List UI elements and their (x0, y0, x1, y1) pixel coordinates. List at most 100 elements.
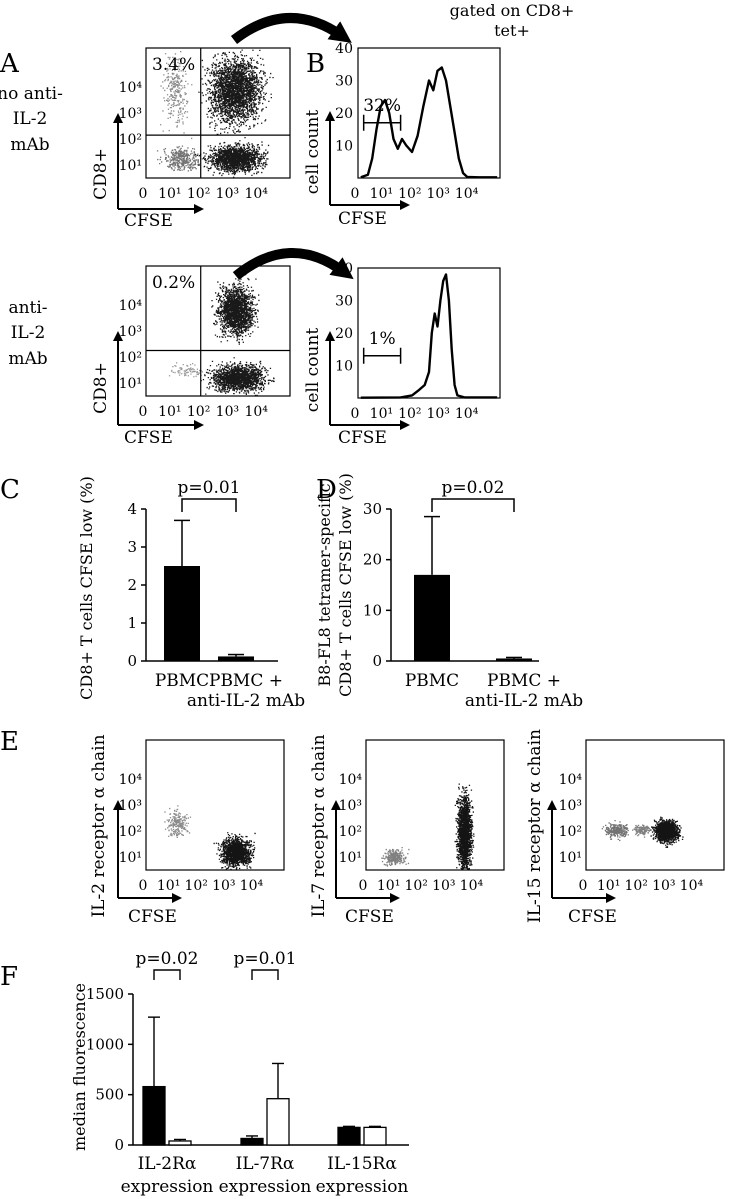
x-tick-label: 10¹ (370, 186, 393, 202)
x-tick-label: 10⁴ (240, 878, 264, 894)
y-tick-label: 1 (127, 614, 137, 632)
x-axis-label: CFSE (345, 907, 394, 927)
plot-frame (357, 47, 501, 179)
histogram-line (360, 273, 498, 399)
x-tick-label: 0 (359, 878, 368, 894)
x-tick-label: 10⁴ (460, 878, 484, 894)
x-tick-label: 10³ (426, 406, 449, 422)
x-tick-label: 10¹ (370, 406, 393, 422)
event-dots (200, 357, 275, 397)
y-tick-label: 10¹ (119, 850, 142, 866)
x-tick-label: 10² (187, 404, 210, 420)
panel-label-b: B (306, 49, 325, 79)
bar (363, 1126, 387, 1146)
y-tick-label: 40 (335, 41, 353, 57)
x-axis-label: CFSE (128, 907, 177, 927)
category-label: PBMC + (209, 671, 283, 691)
y-tick-label: 10⁴ (339, 772, 363, 788)
y-tick-label: 10¹ (559, 850, 582, 866)
y-tick-label: 10³ (119, 324, 142, 340)
plot-frame (145, 739, 285, 871)
plot-frame (585, 739, 725, 871)
y-axis-label: IL-2 receptor α chain (89, 734, 109, 917)
significance-bracket (251, 969, 279, 980)
quadrant-percent-label: 0.2% (152, 273, 195, 293)
gate-note-line2: tet+ (494, 21, 530, 40)
plot-frame (365, 739, 505, 871)
x-tick-label: 10² (404, 878, 427, 894)
y-tick-label: 1000 (86, 1035, 124, 1053)
y-axis-label: IL-7 receptor α chain (309, 734, 329, 917)
x-tick-label: 10³ (652, 878, 675, 894)
y-tick-label: 0 (127, 652, 137, 670)
panel-label-e: E (0, 727, 19, 757)
y-axis-label: CD8+ T cells CFSE low (%) (77, 476, 96, 700)
y-tick-label: 1500 (86, 985, 124, 1003)
y-tick-label: 10⁴ (119, 298, 143, 314)
row-label-top-3: mAb (10, 135, 49, 155)
x-tick-label: 10¹ (158, 404, 181, 420)
category-label: expression (121, 1177, 214, 1197)
event-dots (650, 816, 684, 848)
event-dots (213, 832, 256, 871)
x-tick-label: 0 (579, 878, 588, 894)
x-axis-label: CFSE (124, 428, 173, 448)
gate-percent-label: 1% (369, 329, 396, 349)
panel-label-c: C (0, 475, 20, 505)
x-axis-label: CFSE (124, 211, 173, 231)
event-dots (198, 49, 274, 139)
bar (164, 566, 200, 661)
row-label-bottom-2: IL-2 (11, 323, 46, 343)
row-label-top-1: no anti- (0, 84, 63, 104)
x-tick-label: 10² (624, 878, 647, 894)
dot-plot-A-bottom: 10¹ 10² 10³ 10⁴ 0 10¹ 10² 10³ 10⁴ 0.2% CD8+ CFSE (91, 265, 291, 448)
y-tick-label: 10³ (559, 798, 582, 814)
quadrant-percent-label: 3.4% (152, 55, 195, 75)
event-dots (381, 847, 410, 867)
x-tick-label: 0 (139, 186, 148, 202)
x-tick-label: 0 (139, 404, 148, 420)
y-axis-label: median fluorescence (70, 983, 89, 1151)
significance-bracket (431, 498, 515, 512)
x-tick-label: 10² (398, 406, 421, 422)
significance-bracket (153, 969, 181, 980)
y-tick-label: 10³ (119, 106, 142, 122)
panel-label-d: D (316, 475, 337, 505)
curved-arrow-top-icon (230, 13, 352, 44)
y-tick-label: 4 (127, 500, 137, 518)
bar-chart-C: 0 1 2 3 4 p=0.01 PBMC PBMC +anti-IL-2 mAb CD8+ T… (77, 476, 305, 711)
x-tick-label: 10³ (426, 186, 449, 202)
bar-chart-F: 0 500 1000 1500 p=0.02 p=0.01 IL-2Rα expression… (70, 949, 409, 1197)
plot-frame (145, 47, 291, 179)
x-tick-label: 10² (398, 186, 421, 202)
y-tick-label: 10 (335, 139, 353, 155)
category-label: IL-2Rα (138, 1154, 197, 1174)
y-tick-label: 10⁴ (119, 772, 143, 788)
x-tick-label: 10¹ (157, 878, 180, 894)
dot-plot-A-top: 10¹ 10² 10³ 10⁴ 0 10¹ 10² 10³ 10⁴ 3.4% CD8+ CFSE (91, 47, 291, 231)
event-dots (632, 824, 654, 838)
y-tick-label: 0 (372, 652, 382, 670)
y-tick-label: 40 (335, 261, 353, 277)
y-axis-label: cell count (303, 110, 323, 195)
y-tick-label: 2 (127, 576, 137, 594)
bar-chart-D: 0 10 20 30 p=0.02 PBMC PBMC +anti-IL-2 mAb B8-F… (315, 473, 583, 711)
histogram-line (360, 66, 498, 179)
event-dots (160, 51, 193, 140)
y-axis-label: cell count (303, 328, 323, 413)
bar (240, 1137, 264, 1146)
curved-arrow-bottom-icon (232, 248, 354, 280)
x-tick-label: 10³ (216, 404, 239, 420)
y-axis-label: IL-15 receptor α chain (525, 729, 545, 923)
x-tick-label: 10⁴ (455, 186, 479, 202)
panel-label-a: A (0, 49, 20, 79)
p-value-label: p=0.01 (234, 949, 297, 969)
gate-note-line1: gated on CD8+ (450, 1, 575, 20)
bar (168, 1140, 192, 1146)
y-axis-label: CD8+ T cells CFSE low (%) (336, 473, 355, 697)
y-tick-label: 10² (119, 350, 142, 366)
